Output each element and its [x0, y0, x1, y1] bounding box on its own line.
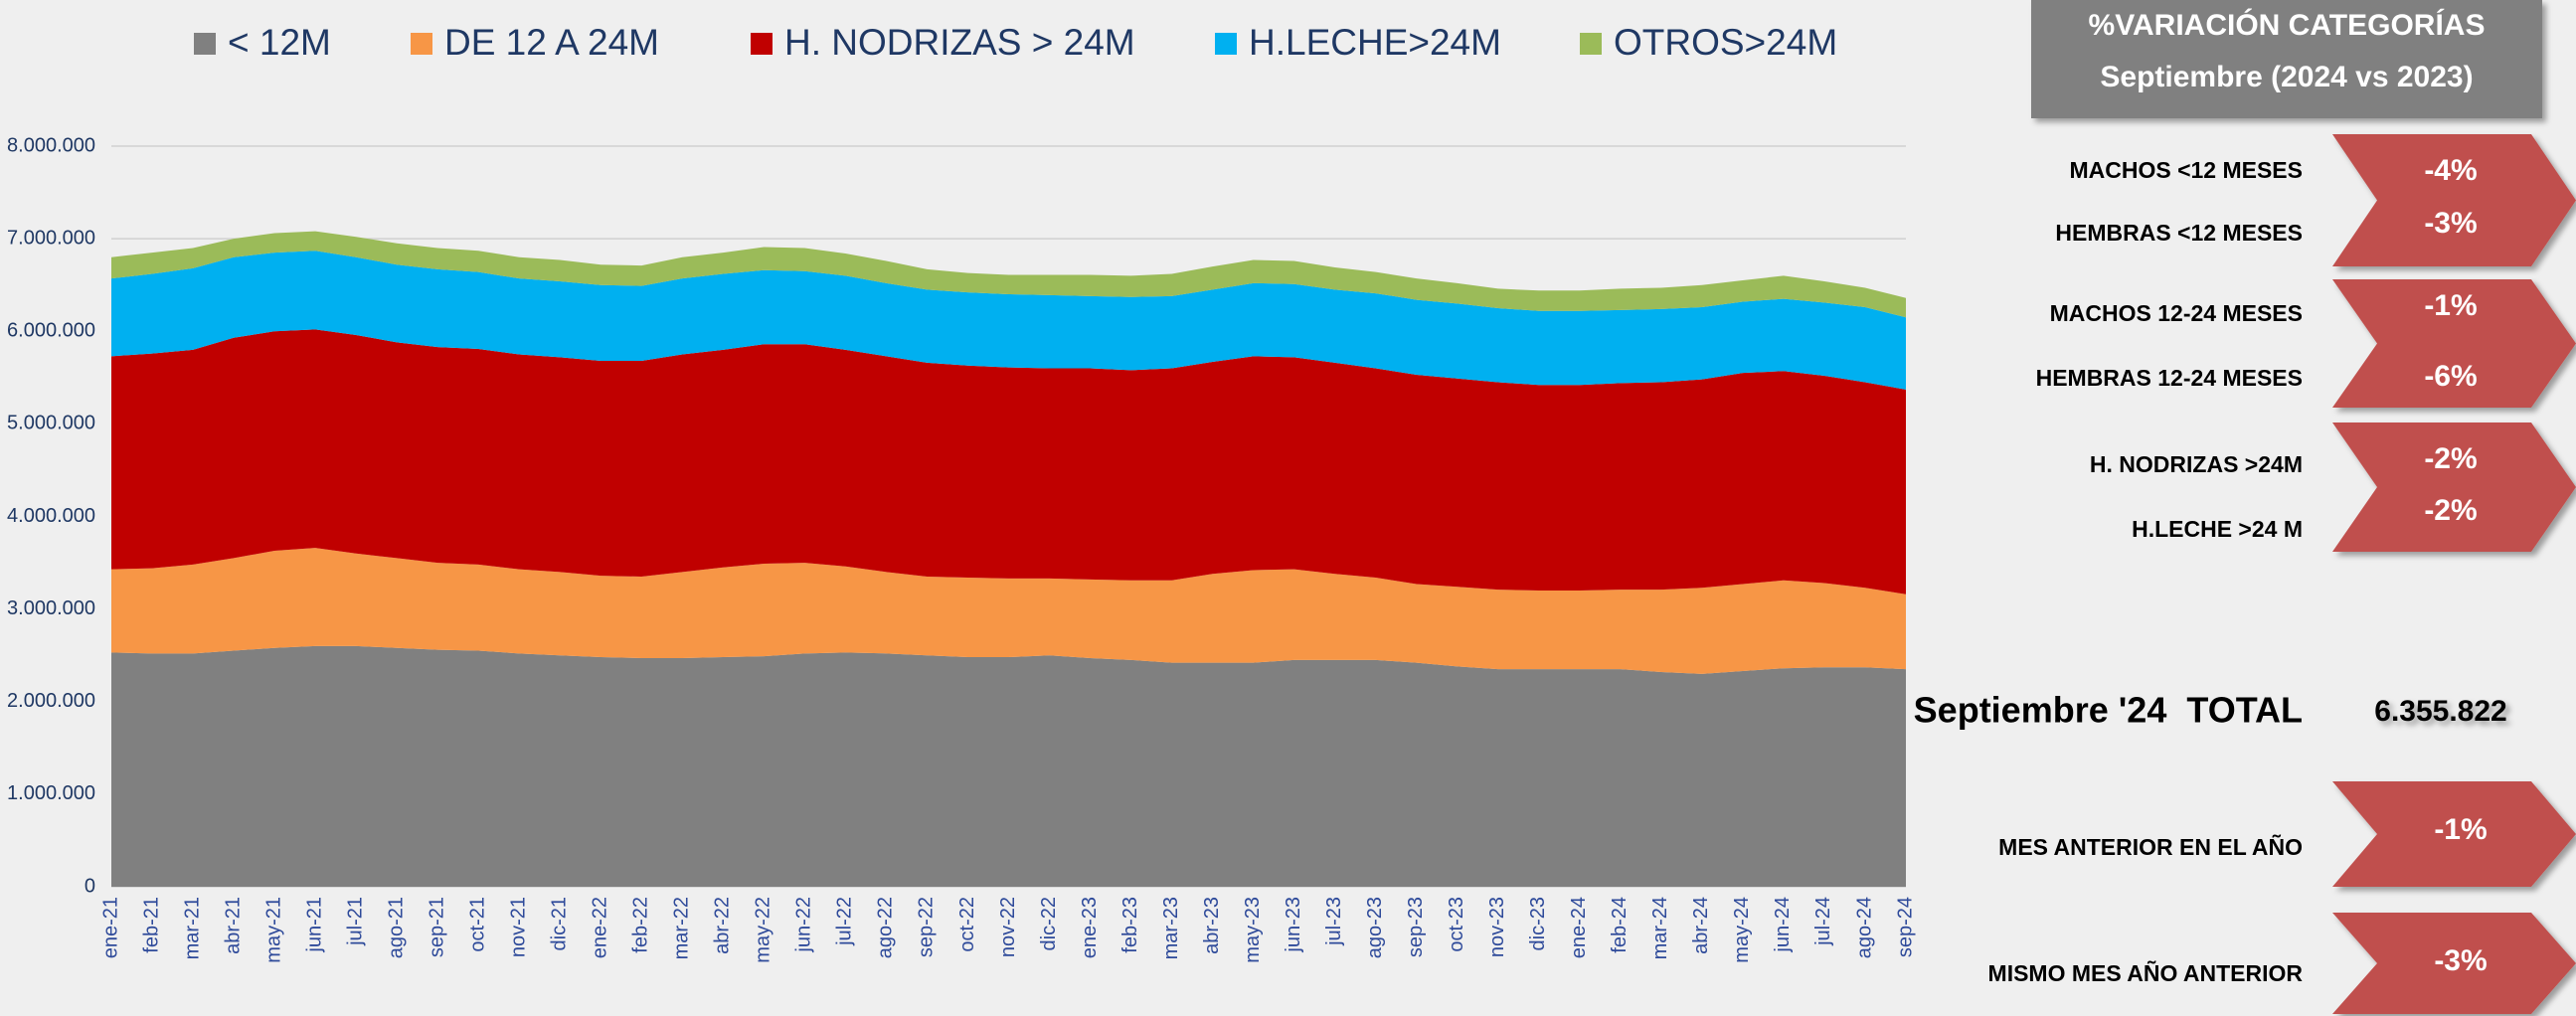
row-value: -1%: [2424, 289, 2477, 322]
total-label: Septiembre '24 TOTAL: [1914, 690, 2303, 731]
row-value: -2%: [2424, 442, 2477, 475]
legend-swatch: [194, 33, 216, 55]
x-tick-label: jun-21: [303, 897, 325, 953]
legend-swatch: [1215, 33, 1237, 55]
x-tick-label: ene-23: [1079, 897, 1101, 958]
x-tick-label: abr-21: [222, 897, 244, 954]
row-label: H.LECHE >24 M: [2132, 516, 2303, 542]
row-label: HEMBRAS <12 MESES: [2055, 220, 2303, 246]
legend-label: OTROS>24M: [1614, 22, 1837, 63]
legend-swatch: [1580, 33, 1602, 55]
x-tick-label: oct-21: [466, 897, 488, 952]
row-value: -4%: [2424, 154, 2477, 187]
x-tick-label: jul-21: [344, 897, 366, 946]
panel-title: %VARIACIÓN CATEGORÍAS: [2089, 8, 2486, 42]
page: 0 1.000.000 2.000.000 3.000.000 4.000.000 5.0…: [0, 0, 2576, 1016]
row-label: HEMBRAS 12-24 MESES: [2036, 365, 2303, 391]
x-tick-label: feb-21: [140, 897, 162, 953]
x-tick-label: feb-22: [630, 897, 652, 953]
row-value: -6%: [2424, 360, 2477, 393]
comparison-value: -1%: [2434, 813, 2487, 846]
y-tick-label: 1.000.000: [7, 782, 95, 804]
x-tick-label: nov-22: [997, 897, 1019, 957]
x-tick-label: sep-22: [916, 897, 938, 957]
y-tick-label: 2.000.000: [7, 690, 95, 712]
area: [111, 646, 1906, 887]
x-tick-label: jun-23: [1283, 897, 1304, 953]
x-tick-label: sep-23: [1405, 897, 1427, 957]
x-tick-label: sep-21: [426, 897, 447, 957]
x-tick-label: ago-21: [385, 897, 407, 958]
x-tick-label: abr-23: [1201, 897, 1223, 954]
x-tick-label: abr-22: [712, 897, 734, 954]
x-tick-label: may-23: [1242, 897, 1264, 963]
x-tick-label: dic-22: [1038, 897, 1060, 950]
comparison-value: -3%: [2434, 944, 2487, 977]
x-tick-label: jun-22: [793, 897, 815, 953]
row-value: -3%: [2424, 207, 2477, 240]
x-tick-label: jul-22: [834, 897, 856, 946]
legend-label: H.LECHE>24M: [1249, 22, 1501, 63]
row-value: -2%: [2424, 494, 2477, 527]
x-tick-label: may-22: [753, 897, 774, 963]
legend-swatch: [751, 33, 773, 55]
y-tick-label: 8.000.000: [7, 134, 95, 156]
x-tick-label: mar-22: [671, 897, 693, 959]
y-tick-label: 7.000.000: [7, 227, 95, 249]
x-tick-label: nov-21: [508, 897, 530, 957]
row-label: MACHOS 12-24 MESES: [2050, 300, 2303, 326]
legend-label: DE 12 A 24M: [444, 22, 659, 63]
x-tick-label: mar-24: [1649, 897, 1671, 959]
x-tick-label: feb-24: [1609, 897, 1631, 953]
row-label: H. NODRIZAS >24M: [2090, 451, 2303, 477]
x-tick-label: may-21: [262, 897, 284, 963]
x-tick-label: oct-22: [956, 897, 978, 952]
x-tick-label: feb-23: [1119, 897, 1141, 953]
x-tick-label: abr-24: [1690, 897, 1712, 954]
x-tick-label: jul-24: [1812, 897, 1834, 946]
x-tick-label: ene-21: [99, 897, 121, 958]
legend-label: < 12M: [228, 22, 331, 63]
y-tick-label: 6.000.000: [7, 320, 95, 342]
y-tick-label: 5.000.000: [7, 413, 95, 434]
x-tick-label: jul-23: [1323, 897, 1345, 946]
x-tick-label: dic-21: [549, 897, 571, 950]
x-tick-label: ago-22: [875, 897, 897, 958]
x-tick-label: ene-24: [1568, 897, 1590, 958]
x-tick-label: ago-23: [1364, 897, 1386, 958]
x-tick-label: sep-24: [1894, 897, 1916, 957]
y-tick-label: 3.000.000: [7, 597, 95, 619]
legend-label: H. NODRIZAS > 24M: [784, 22, 1135, 63]
legend-swatch: [411, 33, 432, 55]
comparison-label: MISMO MES AÑO ANTERIOR: [1988, 959, 2304, 986]
y-tick-label: 0: [85, 875, 95, 897]
x-tick-label: oct-23: [1446, 897, 1467, 952]
x-tick-label: ago-24: [1853, 897, 1875, 958]
dashboard: 0 1.000.000 2.000.000 3.000.000 4.000.000 5.0…: [0, 0, 2576, 1016]
comparison-label: MES ANTERIOR EN EL AÑO: [1998, 833, 2303, 860]
row-label: MACHOS <12 MESES: [2069, 157, 2303, 183]
x-tick-label: dic-23: [1527, 897, 1549, 950]
y-tick-label: 4.000.000: [7, 505, 95, 527]
panel-subtitle: Septiembre (2024 vs 2023): [2100, 61, 2473, 93]
x-tick-label: mar-21: [181, 897, 203, 959]
x-tick-label: jun-24: [1772, 897, 1794, 953]
total-value: 6.355.822: [2374, 695, 2506, 728]
x-tick-label: mar-23: [1160, 897, 1182, 959]
x-tick-label: nov-23: [1486, 897, 1508, 957]
x-tick-label: ene-22: [590, 897, 611, 958]
x-tick-label: may-24: [1731, 897, 1753, 963]
